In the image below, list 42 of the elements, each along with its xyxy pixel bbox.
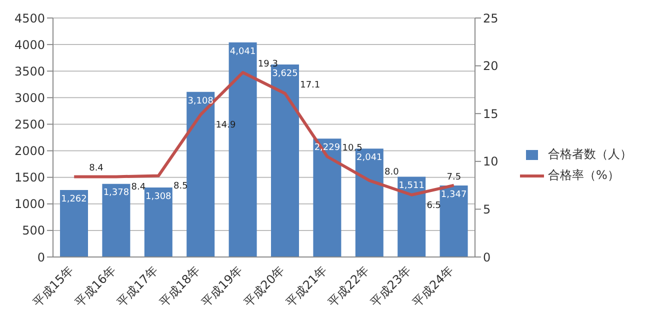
legend-label: 合格者数（人）	[548, 146, 632, 163]
y-tick-label: 500	[22, 224, 45, 238]
y-tick-label: 4000	[14, 38, 45, 52]
data-label: 3,625	[272, 68, 298, 79]
bar	[144, 188, 172, 257]
y-tick-label: 3500	[14, 64, 45, 78]
y-tick-label: 2500	[14, 117, 45, 132]
y2-tick-label: 25	[483, 11, 498, 26]
data-label: 17.1	[300, 80, 320, 91]
bar	[313, 138, 342, 257]
bar	[102, 184, 130, 257]
y-tick-label: 1500	[14, 170, 45, 185]
y2-tick-label: 10	[483, 154, 498, 169]
data-label: 8.4	[131, 182, 146, 193]
y-tick-label: 4500	[14, 11, 45, 26]
y-tick-label: 1000	[14, 197, 45, 212]
x-tick-label: 平成24年	[410, 263, 456, 310]
bar	[398, 176, 426, 257]
data-label: 7.5	[446, 172, 462, 182]
data-label: 1,378	[103, 188, 130, 198]
data-label: 1,308	[146, 192, 172, 202]
legend-label: 合格率（%）	[548, 167, 620, 184]
y2-tick-label: 5	[483, 202, 491, 216]
y2-tick-label: 15	[483, 106, 498, 121]
bar	[60, 190, 88, 257]
data-label: 19.3	[258, 59, 278, 70]
y-tick-label: 3000	[14, 90, 45, 105]
bar	[440, 185, 468, 257]
data-label: 8.0	[384, 168, 400, 178]
y2-tick-label: 20	[483, 59, 498, 74]
data-label: 8.4	[89, 164, 104, 174]
y-tick-label: 0	[37, 250, 45, 264]
y2-tick-label: 0	[483, 250, 491, 264]
data-label: 1,347	[440, 190, 467, 200]
data-label: 1,262	[61, 194, 87, 204]
data-label: 4,041	[230, 46, 256, 57]
data-label: 10.5	[342, 144, 362, 154]
y-tick-label: 2000	[14, 144, 45, 158]
bar	[186, 92, 215, 257]
data-label: 3,108	[188, 96, 214, 106]
data-label: 1,511	[398, 181, 424, 192]
data-label: 2,041	[356, 152, 382, 163]
